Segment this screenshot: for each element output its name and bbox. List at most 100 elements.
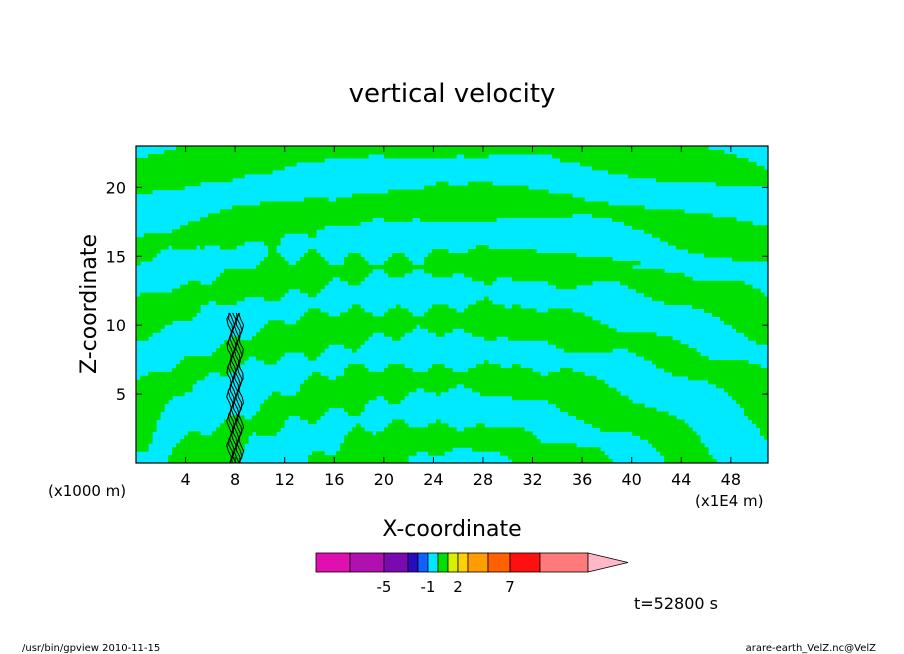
field-cell — [476, 300, 493, 306]
field-cell — [764, 435, 768, 440]
field-cell — [388, 272, 405, 278]
field-cell — [428, 367, 453, 373]
field-cell — [468, 367, 533, 373]
field-cell — [296, 391, 409, 397]
field-cell — [464, 427, 525, 432]
field-cell — [628, 348, 697, 353]
field-cell — [304, 197, 329, 203]
field-cell — [336, 451, 417, 456]
colorbar-swatch — [315, 552, 351, 573]
field-cell — [300, 383, 457, 389]
field-cell — [268, 252, 281, 258]
field-cell — [512, 363, 521, 369]
field-cell — [136, 252, 157, 258]
field-cell — [136, 336, 149, 341]
field-cell — [672, 371, 768, 377]
field-cell — [308, 233, 317, 238]
field-cell — [428, 252, 577, 258]
field-cell — [656, 363, 761, 369]
field-cell — [344, 344, 361, 349]
field-cell — [264, 256, 285, 262]
field-cell — [216, 276, 333, 282]
field-cell — [644, 229, 768, 234]
field-cell — [136, 157, 325, 163]
field-cell — [352, 427, 365, 432]
field-cell — [136, 245, 169, 250]
field-cell — [584, 419, 685, 424]
field-cell — [436, 332, 445, 337]
field-cell — [176, 443, 245, 448]
field-cell — [136, 447, 149, 452]
field-cell — [688, 375, 768, 381]
field-cell — [740, 403, 768, 409]
field-cell — [384, 312, 413, 317]
colorbar-swatch — [349, 552, 385, 573]
field-cell — [632, 225, 768, 230]
field-cell — [256, 332, 373, 337]
field-cell — [620, 280, 745, 286]
field-cell — [136, 260, 141, 266]
field-cell — [136, 316, 193, 321]
field-cell — [140, 292, 285, 298]
chart-title: vertical velocity — [349, 79, 556, 109]
x-tick-label: 32 — [522, 470, 542, 489]
field-cell — [724, 387, 768, 393]
field-cell — [272, 391, 281, 397]
field-cell — [220, 245, 237, 250]
field-cell — [472, 332, 657, 337]
field-cell — [388, 399, 401, 405]
colorbar-label: -1 — [421, 578, 436, 596]
field-cell — [136, 403, 165, 409]
y-tick-label: 5 — [116, 385, 126, 404]
field-cell — [180, 284, 325, 290]
field-cell — [432, 304, 449, 310]
field-cell — [296, 320, 601, 325]
field-cell — [312, 451, 325, 456]
field-cell — [136, 423, 157, 428]
x-tick-label: 28 — [473, 470, 493, 489]
field-cell — [568, 411, 669, 417]
field-cell — [388, 423, 409, 428]
field-cell — [704, 308, 768, 314]
colorbar-swatch — [417, 552, 429, 573]
field-cell — [664, 455, 713, 460]
field-cell — [188, 221, 361, 226]
field-cell — [264, 241, 281, 246]
field-cell — [344, 439, 541, 444]
x-axis-label: X-coordinate — [382, 517, 521, 542]
field-cell — [736, 399, 768, 405]
field-cell — [224, 340, 365, 345]
field-cell — [184, 435, 249, 440]
field-cell — [136, 328, 161, 333]
field-cell — [224, 268, 373, 274]
field-cell — [352, 304, 361, 310]
x-tick-label: 48 — [721, 470, 741, 489]
field-cell — [484, 280, 493, 286]
field-cell — [136, 415, 161, 421]
field-cell — [668, 241, 768, 246]
footer-right: arare-earth_VelZ.nc@VelZ — [746, 643, 877, 654]
field-cell — [560, 407, 657, 413]
field-cell — [428, 423, 449, 428]
field-cell — [652, 296, 768, 302]
field-cell — [344, 260, 369, 266]
field-cell — [476, 423, 485, 428]
field-cell — [392, 252, 405, 258]
footer-left: /usr/bin/gpview 2010-11-15 — [22, 643, 160, 654]
colorbar-swatch — [457, 552, 469, 573]
colorbar-swatch — [509, 552, 541, 573]
field-cell — [136, 439, 153, 444]
field-cell — [664, 367, 768, 373]
field-cell — [420, 324, 609, 329]
field-cell — [652, 443, 705, 448]
field-cell — [652, 233, 768, 238]
field-cell — [260, 407, 329, 413]
field-cell — [388, 256, 409, 262]
field-cell — [600, 427, 693, 432]
field-cell — [424, 256, 613, 262]
colorbar-swatch — [539, 552, 589, 573]
field-cell — [392, 336, 401, 341]
field-cell — [564, 348, 613, 353]
